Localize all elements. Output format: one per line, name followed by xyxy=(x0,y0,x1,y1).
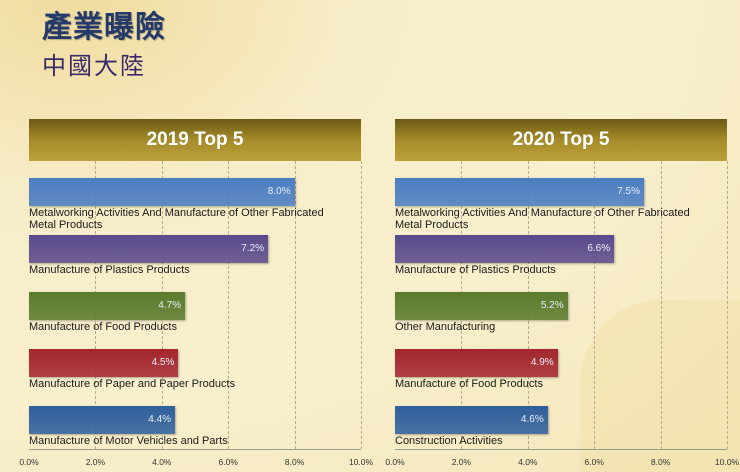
category-label: Construction Activities xyxy=(395,435,503,447)
category-label: Manufacture of Plastics Products xyxy=(395,264,556,276)
bar: 7.5% xyxy=(395,178,644,206)
tick-label: 10.0% xyxy=(714,457,740,467)
tick-label: 0.0% xyxy=(385,457,405,467)
chart-title: 2019 Top 5 xyxy=(29,119,361,161)
bar: 4.9% xyxy=(395,349,558,377)
tick-label: 0.0% xyxy=(19,457,39,467)
tick-label: 4.0% xyxy=(518,457,538,467)
gridline xyxy=(594,161,596,449)
gridline xyxy=(361,161,362,449)
category-label: Manufacture of Motor Vehicles and Parts xyxy=(29,435,228,447)
chart-2019: 2019 Top 5 8.0% Metalworking Activities A… xyxy=(19,119,373,472)
bar: 7.2% xyxy=(29,235,269,263)
bar: 4.7% xyxy=(29,292,186,320)
category-label: Metalworking Activities And Manufacture … xyxy=(395,207,690,231)
tick-label: 6.0% xyxy=(584,457,604,467)
tick-label: 2.0% xyxy=(85,457,106,467)
tick-label: 6.0% xyxy=(218,457,238,467)
bar: 5.2% xyxy=(395,292,568,320)
tick-label: 2.0% xyxy=(451,457,472,467)
chart-title: 2020 Top 5 xyxy=(395,119,727,161)
gridline xyxy=(294,161,296,449)
category-label: Manufacture of Paper and Paper Products xyxy=(29,378,236,390)
chart-2020: 2020 Top 5 7.5% Metalworking Activities A… xyxy=(385,119,739,472)
page-subtitle: 中國大陸 xyxy=(42,53,146,80)
category-label: Manufacture of Food Products xyxy=(29,321,177,333)
bar: 8.0% xyxy=(29,178,295,206)
category-label: Other Manufacturing xyxy=(395,321,496,333)
page-title: 產業曝險 xyxy=(42,11,166,44)
bar: 6.6% xyxy=(395,235,615,263)
x-axis xyxy=(29,449,361,450)
category-label: Metalworking Activities And Manufacture … xyxy=(29,207,324,231)
x-axis xyxy=(395,449,727,450)
gridline xyxy=(660,161,662,449)
tick-label: 8.0% xyxy=(650,457,671,467)
category-label: Manufacture of Plastics Products xyxy=(29,264,190,276)
tick-label: 4.0% xyxy=(152,457,172,467)
gridline xyxy=(228,161,230,449)
tick-label: 10.0% xyxy=(348,457,374,467)
gridline xyxy=(727,161,728,449)
bar: 4.6% xyxy=(395,406,548,434)
bar: 4.5% xyxy=(29,349,179,377)
bar: 4.4% xyxy=(29,406,176,434)
background-shape xyxy=(580,300,740,472)
tick-label: 8.0% xyxy=(284,457,305,467)
category-label: Manufacture of Food Products xyxy=(395,378,543,390)
